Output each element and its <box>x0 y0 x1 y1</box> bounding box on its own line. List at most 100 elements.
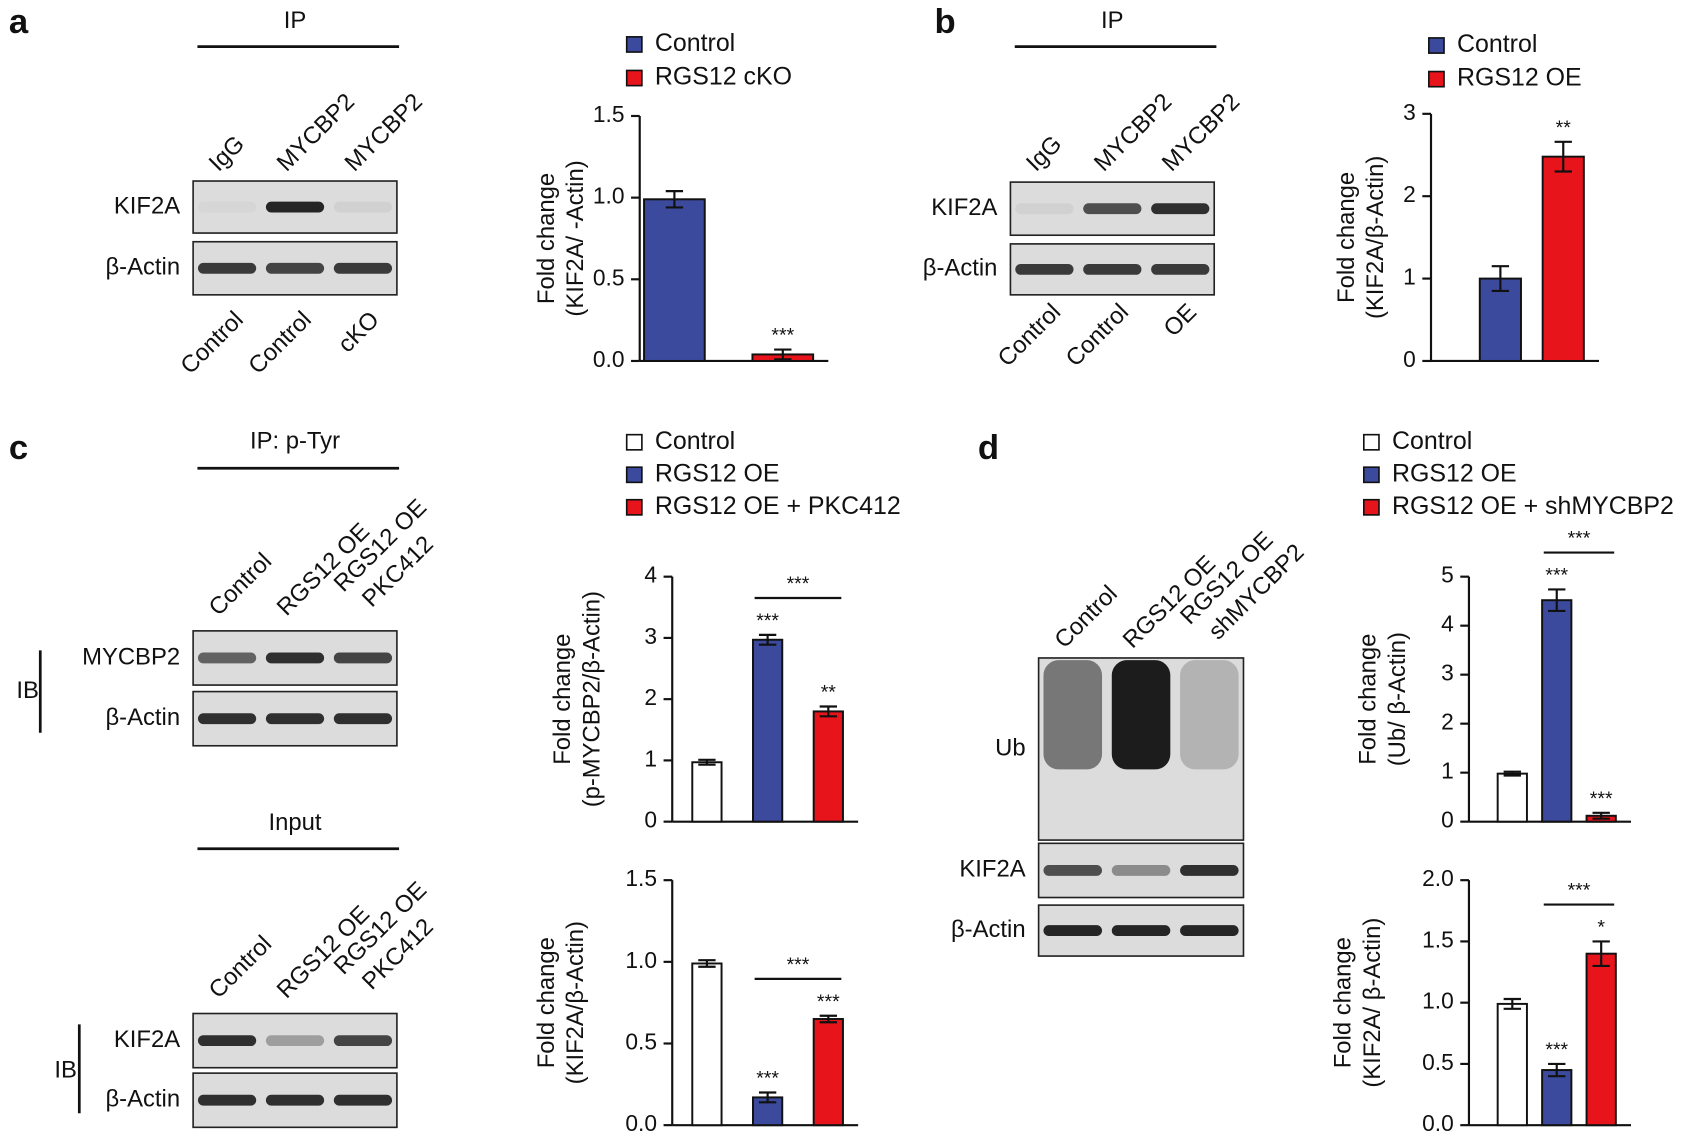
bar <box>812 710 844 823</box>
y-axis-label: (KIF2A/β-Actin) <box>562 921 589 1084</box>
comparison-label: *** <box>1568 528 1591 550</box>
y-axis-label: Fold change <box>1330 937 1357 1068</box>
row-label: β-Actin <box>923 255 998 282</box>
band <box>197 1035 257 1047</box>
legend-label: RGS12 OE <box>655 459 780 487</box>
bar <box>1541 1069 1573 1127</box>
band <box>1151 203 1210 215</box>
group-label: IB <box>54 1056 77 1083</box>
error-bar <box>819 705 837 718</box>
lane-label: Control <box>204 930 277 1003</box>
bar <box>1496 1002 1528 1127</box>
significance: ** <box>821 682 837 704</box>
row-label: KIF2A <box>114 1026 180 1053</box>
legend-swatch <box>1428 37 1445 54</box>
legend-swatch <box>625 36 643 53</box>
band <box>333 262 393 274</box>
row-label: Ub <box>995 734 1025 761</box>
y-tick-label: 1 <box>1441 758 1454 784</box>
bar <box>691 761 723 823</box>
y-tick-label: 4 <box>1441 611 1454 637</box>
panel-label: b <box>935 3 956 41</box>
error-bar <box>1503 770 1521 777</box>
band <box>197 262 257 274</box>
y-tick-label: 0.5 <box>625 1029 657 1055</box>
y-tick-label: 2.0 <box>1422 865 1454 891</box>
band <box>1015 203 1074 215</box>
lane-label: OE <box>1159 299 1202 342</box>
error-bar <box>1503 997 1521 1010</box>
significance: *** <box>817 991 840 1013</box>
legend-label: Control <box>1392 427 1472 455</box>
band <box>1083 263 1142 275</box>
band <box>1043 925 1103 937</box>
band <box>197 1094 257 1106</box>
bar <box>1541 155 1585 362</box>
y-tick-label: 2 <box>1403 181 1416 207</box>
legend-label: RGS12 OE <box>1457 64 1582 92</box>
y-tick-label: 1 <box>1403 264 1416 290</box>
significance: * <box>1597 917 1605 939</box>
error-bar <box>1554 140 1572 173</box>
blot-header: IP <box>284 7 307 34</box>
band <box>265 652 325 664</box>
y-tick-label: 0 <box>1441 807 1454 833</box>
lane-label: Control <box>1049 580 1122 653</box>
bar <box>1541 599 1573 823</box>
y-tick-label: 0.5 <box>1422 1049 1454 1075</box>
legend-swatch <box>1362 466 1380 484</box>
band <box>333 1035 393 1047</box>
legend-swatch <box>1428 70 1445 88</box>
legend-label: RGS12 cKO <box>655 63 792 91</box>
y-tick-label: 3 <box>1403 99 1416 125</box>
row-label: β-Actin <box>105 254 180 281</box>
y-tick-label: 1.5 <box>593 101 625 127</box>
band <box>1111 865 1171 876</box>
y-tick-label: 1.0 <box>593 183 625 209</box>
y-tick-label: 1 <box>644 745 657 771</box>
error-bar <box>698 959 716 968</box>
y-axis-label: (Ub/ β-Actin) <box>1384 632 1411 766</box>
band <box>333 1094 393 1106</box>
band <box>265 262 325 274</box>
bar <box>752 638 784 823</box>
legend-label: RGS12 OE + PKC412 <box>655 492 901 520</box>
y-axis-label: Fold change <box>533 937 560 1068</box>
legend-label: Control <box>1457 30 1537 58</box>
band <box>197 713 257 725</box>
legend-swatch <box>625 433 643 451</box>
band <box>265 1094 325 1106</box>
error-bar <box>698 758 716 766</box>
error-bar <box>1548 588 1566 613</box>
y-tick-label: 1.0 <box>625 947 657 973</box>
band <box>1083 203 1142 215</box>
legend-label: RGS12 OE <box>1392 459 1517 487</box>
error-bar <box>665 190 684 209</box>
lane-label: Control <box>243 306 316 379</box>
legend-label: Control <box>655 427 735 455</box>
y-axis-label: (KIF2A/ β-Actin) <box>1359 918 1386 1088</box>
y-tick-label: 5 <box>1441 562 1454 588</box>
row-label: KIF2A <box>114 192 180 219</box>
band <box>333 201 393 213</box>
error-bar <box>1548 1062 1566 1078</box>
y-axis-label: Fold change <box>1333 172 1360 303</box>
y-tick-label: 0 <box>644 807 657 833</box>
error-bar <box>758 1091 777 1104</box>
blot-header: IP: p-Tyr <box>250 428 340 455</box>
y-tick-label: 0.0 <box>1422 1110 1454 1136</box>
band <box>333 652 393 664</box>
y-tick-label: 3 <box>1441 660 1454 686</box>
error-bar <box>1592 811 1610 820</box>
bar <box>1478 277 1522 362</box>
y-tick-label: 0 <box>1403 346 1416 372</box>
y-tick-label: 3 <box>644 623 657 649</box>
band <box>265 201 325 213</box>
band <box>198 202 256 213</box>
y-tick-label: 4 <box>644 562 657 588</box>
bar <box>691 962 723 1127</box>
band <box>1180 925 1239 937</box>
band <box>1111 925 1171 937</box>
comparison-label: *** <box>1568 880 1591 902</box>
